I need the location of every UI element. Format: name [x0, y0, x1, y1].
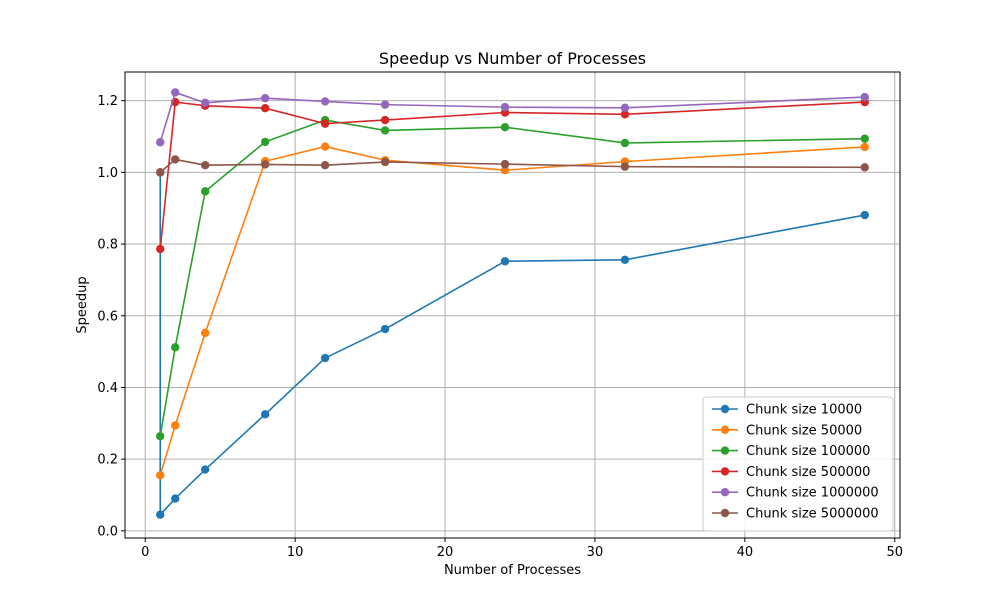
data-point	[860, 210, 869, 220]
data-point	[320, 119, 330, 128]
data-point	[200, 465, 210, 474]
data-point	[860, 92, 869, 102]
data-point	[380, 100, 390, 109]
data-point	[171, 421, 180, 430]
legend: Chunk size 10000 Chunk size 50000 Chunk si…	[702, 396, 894, 532]
data-point	[620, 103, 630, 113]
legend-item: Chunk size 5000000	[712, 507, 879, 522]
data-point	[260, 104, 270, 113]
data-point	[320, 353, 330, 363]
legend-item: Chunk size 50000	[712, 423, 862, 438]
data-point	[320, 97, 330, 106]
legend-label: Chunk size 10000	[746, 403, 862, 418]
legend-label: Chunk size 5000000	[746, 507, 879, 522]
data-point	[500, 166, 510, 175]
data-point	[171, 494, 180, 503]
data-point	[860, 142, 869, 152]
legend-label: Chunk size 100000	[746, 444, 870, 459]
legend-label: Chunk size 1000000	[746, 486, 879, 501]
data-point	[200, 161, 210, 170]
y-tick-label: 1.0	[97, 166, 118, 181]
data-point	[500, 257, 510, 266]
data-point	[260, 137, 270, 147]
x-tick-label: 20	[437, 545, 454, 560]
chart-title: Speedup vs Number of Processes	[379, 49, 646, 68]
legend-marker	[720, 425, 730, 434]
legend-marker	[720, 467, 730, 476]
x-tick-label: 30	[587, 545, 604, 560]
data-point	[380, 324, 390, 334]
data-point	[156, 168, 165, 177]
series-line	[159, 172, 865, 516]
series-5	[156, 88, 869, 147]
data-point	[380, 157, 390, 167]
data-point	[860, 134, 869, 143]
y-axis-title: Speedup	[75, 276, 90, 333]
legend-item: Chunk size 100000	[712, 444, 870, 459]
legend-marker	[720, 488, 730, 497]
legend-label: Chunk size 500000	[746, 465, 870, 480]
data-point	[620, 162, 630, 171]
y-tick-label: 0.8	[97, 238, 118, 253]
data-point	[171, 343, 180, 352]
legend-marker	[720, 404, 730, 414]
data-point	[260, 160, 270, 169]
data-point	[156, 510, 165, 519]
y-tick-label: 0.2	[97, 453, 118, 468]
data-point	[156, 138, 165, 147]
data-point	[171, 88, 180, 97]
x-tick-label: 0	[141, 545, 149, 560]
data-point	[500, 102, 510, 112]
y-tick-label: 0.4	[97, 381, 118, 396]
data-point	[620, 255, 630, 265]
series-6	[156, 155, 869, 177]
legend-item: Chunk size 1000000	[712, 486, 879, 501]
data-point	[156, 431, 165, 441]
data-point	[171, 155, 180, 164]
data-point	[500, 123, 510, 132]
data-point	[260, 93, 270, 103]
legend-label: Chunk size 50000	[746, 423, 862, 438]
data-point	[200, 98, 210, 108]
data-point	[620, 110, 630, 119]
data-point	[320, 142, 330, 151]
data-point	[620, 138, 630, 148]
x-axis-title: Number of Processes	[444, 563, 581, 578]
data-point	[320, 161, 330, 170]
y-tick-label: 0.6	[97, 309, 118, 324]
y-tick-label: 0.0	[97, 524, 118, 539]
data-point	[860, 163, 869, 172]
data-point	[156, 244, 165, 254]
legend-marker	[720, 508, 730, 518]
data-point	[380, 115, 390, 125]
series-layer	[156, 88, 869, 519]
data-point	[500, 159, 510, 169]
y-tick-label: 1.2	[97, 94, 118, 109]
x-tick-label: 10	[287, 545, 304, 560]
x-tick-label: 40	[737, 545, 754, 560]
plot-frame	[124, 71, 901, 539]
tick-layer: 0 10 20 30 40 50 0.0 0.2 0.4 0.6 0.8 1.0 1.2	[97, 94, 903, 560]
x-tick-label: 50	[886, 545, 903, 560]
data-point	[380, 126, 390, 135]
data-point	[260, 410, 270, 419]
legend-marker	[720, 446, 730, 455]
legend-box	[702, 396, 894, 532]
data-point	[200, 328, 210, 338]
legend-item: Chunk size 500000	[712, 465, 870, 480]
legend-item: Chunk size 10000	[712, 403, 862, 418]
data-point	[156, 471, 165, 480]
data-point	[200, 187, 210, 196]
